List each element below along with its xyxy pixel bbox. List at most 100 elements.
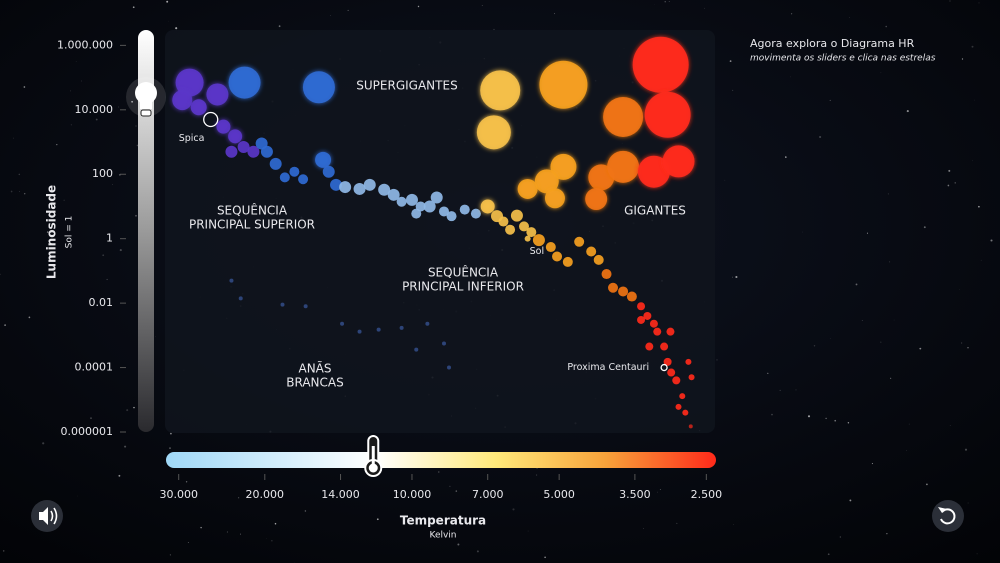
star[interactable] bbox=[603, 96, 644, 137]
reset-button[interactable] bbox=[932, 500, 964, 532]
star[interactable] bbox=[562, 256, 573, 267]
star[interactable] bbox=[601, 269, 612, 280]
star[interactable] bbox=[190, 99, 207, 116]
star[interactable] bbox=[618, 286, 629, 297]
star[interactable] bbox=[688, 424, 693, 429]
star[interactable] bbox=[425, 321, 430, 326]
star[interactable] bbox=[608, 282, 619, 293]
star[interactable] bbox=[470, 208, 481, 219]
star[interactable] bbox=[662, 145, 695, 178]
star[interactable] bbox=[649, 319, 658, 328]
star[interactable] bbox=[439, 206, 450, 217]
star[interactable] bbox=[298, 174, 309, 185]
star[interactable] bbox=[653, 327, 662, 336]
star[interactable] bbox=[228, 129, 243, 144]
star[interactable] bbox=[574, 236, 585, 247]
star[interactable] bbox=[644, 91, 691, 138]
star[interactable] bbox=[505, 224, 516, 235]
temperature-knob[interactable] bbox=[364, 435, 383, 477]
star[interactable] bbox=[396, 196, 407, 207]
star[interactable] bbox=[269, 157, 282, 170]
star[interactable] bbox=[414, 347, 419, 352]
star[interactable] bbox=[498, 216, 509, 227]
star[interactable] bbox=[534, 169, 559, 194]
star[interactable] bbox=[415, 201, 426, 212]
star[interactable] bbox=[238, 296, 243, 301]
star[interactable] bbox=[675, 403, 682, 410]
star[interactable] bbox=[637, 315, 646, 324]
star[interactable] bbox=[519, 221, 530, 232]
star[interactable] bbox=[593, 254, 604, 265]
star[interactable] bbox=[303, 304, 308, 309]
star[interactable] bbox=[446, 211, 457, 222]
star[interactable] bbox=[442, 341, 447, 346]
star[interactable] bbox=[387, 188, 400, 201]
star[interactable] bbox=[225, 145, 238, 158]
star[interactable] bbox=[517, 178, 538, 199]
star[interactable] bbox=[480, 199, 495, 214]
star[interactable] bbox=[353, 182, 366, 195]
star[interactable] bbox=[632, 36, 689, 93]
star[interactable] bbox=[510, 209, 523, 222]
star[interactable] bbox=[544, 188, 565, 209]
star[interactable] bbox=[607, 150, 640, 183]
star[interactable] bbox=[682, 409, 689, 416]
star[interactable] bbox=[339, 181, 352, 194]
star[interactable] bbox=[532, 234, 545, 247]
star[interactable] bbox=[660, 342, 669, 351]
star[interactable] bbox=[357, 329, 362, 334]
star[interactable] bbox=[175, 68, 204, 97]
star[interactable] bbox=[643, 311, 652, 320]
star[interactable] bbox=[667, 368, 676, 377]
star[interactable] bbox=[237, 141, 250, 154]
star[interactable] bbox=[539, 60, 588, 109]
star[interactable] bbox=[552, 251, 563, 262]
star[interactable] bbox=[637, 155, 670, 188]
star[interactable] bbox=[172, 90, 193, 111]
star[interactable] bbox=[340, 321, 345, 326]
star[interactable] bbox=[322, 165, 335, 178]
star[interactable] bbox=[229, 278, 234, 283]
star[interactable] bbox=[376, 327, 381, 332]
star[interactable] bbox=[260, 145, 273, 158]
luminosity-knob[interactable] bbox=[126, 76, 166, 117]
star[interactable] bbox=[476, 115, 511, 150]
star[interactable] bbox=[206, 83, 229, 106]
temperature-slider-track[interactable] bbox=[166, 452, 716, 468]
star[interactable] bbox=[411, 208, 422, 219]
star[interactable] bbox=[545, 242, 556, 253]
star[interactable] bbox=[363, 178, 376, 191]
star[interactable] bbox=[315, 151, 332, 168]
star[interactable] bbox=[378, 183, 391, 196]
star[interactable] bbox=[279, 172, 290, 183]
star[interactable] bbox=[586, 246, 597, 257]
star[interactable] bbox=[679, 393, 686, 400]
star[interactable] bbox=[228, 66, 261, 99]
star[interactable] bbox=[663, 357, 672, 366]
star[interactable] bbox=[666, 327, 675, 336]
star[interactable] bbox=[247, 145, 260, 158]
star[interactable] bbox=[672, 376, 681, 385]
star[interactable] bbox=[423, 200, 436, 213]
star[interactable] bbox=[645, 342, 654, 351]
star[interactable] bbox=[524, 235, 531, 242]
luminosity-slider-track[interactable] bbox=[138, 30, 154, 432]
star[interactable] bbox=[550, 153, 577, 180]
star[interactable] bbox=[637, 302, 646, 311]
star[interactable] bbox=[688, 374, 695, 381]
star[interactable] bbox=[399, 325, 404, 330]
star[interactable] bbox=[526, 227, 537, 238]
star[interactable] bbox=[626, 291, 637, 302]
sound-button[interactable] bbox=[31, 500, 63, 532]
star[interactable] bbox=[405, 193, 418, 206]
star[interactable] bbox=[302, 71, 335, 104]
star[interactable] bbox=[216, 119, 231, 134]
star[interactable] bbox=[585, 188, 608, 211]
star[interactable] bbox=[289, 166, 300, 177]
star[interactable] bbox=[446, 365, 451, 370]
star[interactable] bbox=[480, 70, 521, 111]
star[interactable] bbox=[430, 191, 443, 204]
star[interactable] bbox=[330, 178, 343, 191]
star[interactable] bbox=[685, 358, 692, 365]
star[interactable] bbox=[280, 302, 285, 307]
